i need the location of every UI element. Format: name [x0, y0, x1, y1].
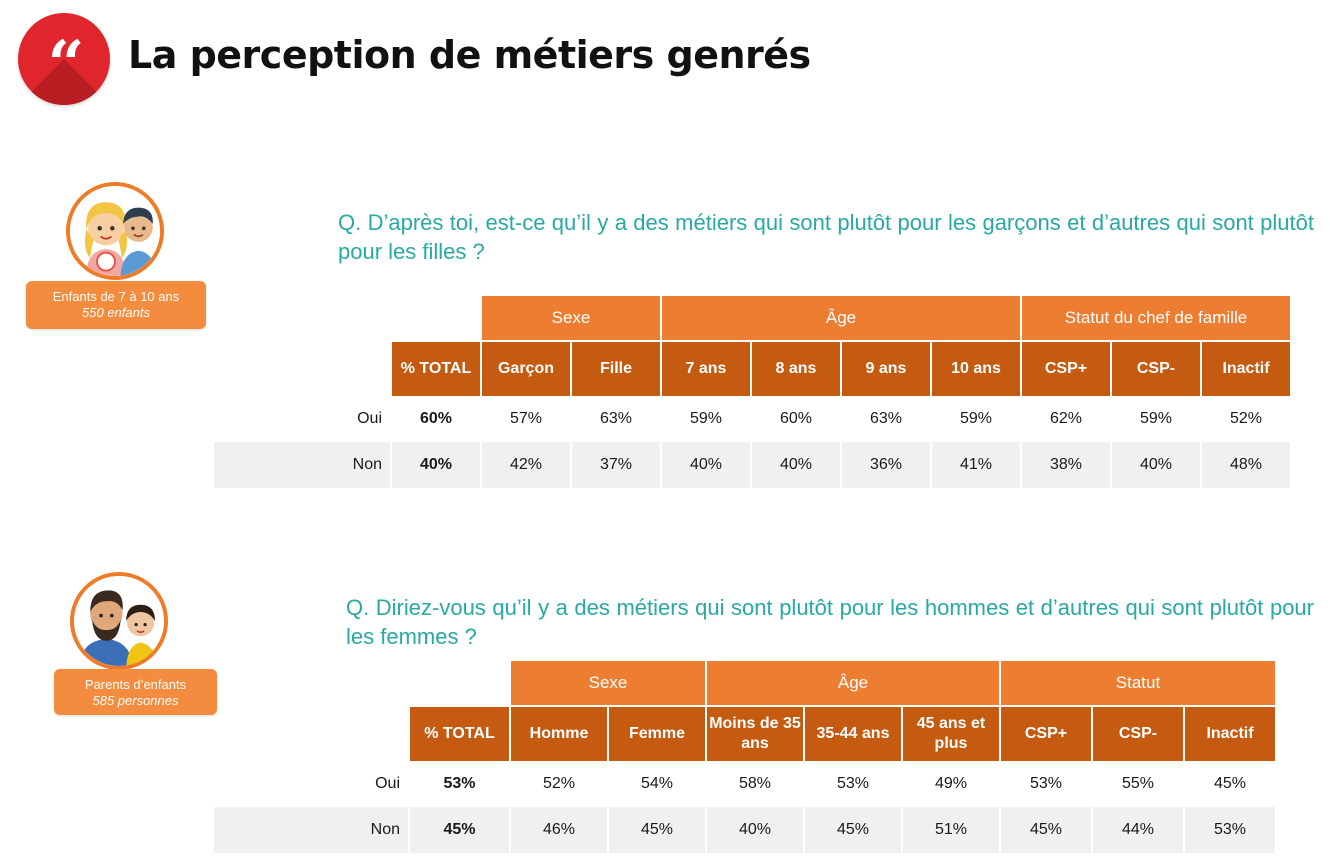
table-cell: 40%: [662, 442, 750, 488]
table-row: Oui 60% 57% 63% 59% 60% 63% 59% 62% 59% …: [214, 396, 1290, 442]
col-header: 45 ans et plus: [903, 707, 999, 761]
parents-sample-badge: Parents d’enfants 585 personnes: [54, 669, 217, 715]
total-header: % TOTAL: [410, 707, 509, 761]
col-header: Moins de 35 ans: [707, 707, 803, 761]
col-header: 7 ans: [662, 342, 750, 396]
table-cell: 40%: [1112, 442, 1200, 488]
total-cell: 60%: [419, 410, 453, 427]
col-header: CSP-: [1112, 342, 1200, 396]
col-header: 8 ans: [752, 342, 840, 396]
table-cell: 53%: [1029, 775, 1063, 792]
total-cell: 40%: [392, 442, 480, 488]
row-label: Oui: [357, 410, 382, 427]
total-cell: 45%: [410, 807, 509, 853]
results-table-parents: Sexe Âge Statut % TOTAL Homme Femme Moin…: [212, 661, 1277, 853]
children-avatar-icon: [66, 182, 164, 280]
table-cell: 46%: [511, 807, 607, 853]
col-header: 10 ans: [932, 342, 1020, 396]
table-cell: 37%: [572, 442, 660, 488]
col-header: Inactif: [1185, 707, 1275, 761]
table-cell: 45%: [1001, 807, 1091, 853]
total-cell: 53%: [443, 775, 476, 792]
table-cell: 45%: [609, 807, 705, 853]
row-label: Non: [214, 807, 408, 853]
badge-sample-size: 585 personnes: [92, 693, 179, 708]
results-table-children: Sexe Âge Statut du chef de famille % TOT…: [212, 296, 1292, 488]
col-header: CSP+: [1022, 342, 1110, 396]
table-cell: 53%: [836, 775, 870, 792]
group-header-age: Âge: [662, 296, 1020, 342]
group-header-statut: Statut: [1001, 661, 1275, 707]
table-cell: 51%: [903, 807, 999, 853]
col-header: 9 ans: [842, 342, 930, 396]
col-header: Inactif: [1202, 342, 1290, 396]
table-cell: 40%: [707, 807, 803, 853]
total-header: % TOTAL: [392, 342, 480, 396]
question-children: Q. D’après toi, est-ce qu’il y a des mét…: [338, 210, 1314, 264]
col-header: 35-44 ans: [805, 707, 901, 761]
children-sample-badge: Enfants de 7 à 10 ans 550 enfants: [26, 281, 206, 329]
table-cell: 63%: [869, 410, 903, 427]
table-cell: 60%: [779, 410, 813, 427]
table-cell: 52%: [542, 775, 576, 792]
table-cell: 59%: [1139, 410, 1173, 427]
group-header-sexe: Sexe: [482, 296, 660, 342]
col-header: Femme: [609, 707, 705, 761]
table-cell: 40%: [752, 442, 840, 488]
quote-icon: “: [47, 27, 85, 102]
table-cell: 41%: [932, 442, 1020, 488]
table-cell: 57%: [509, 410, 543, 427]
table-cell: 55%: [1121, 775, 1155, 792]
row-label: Oui: [375, 775, 400, 792]
table-cell: 44%: [1093, 807, 1183, 853]
col-header: Fille: [572, 342, 660, 396]
badge-population: Enfants de 7 à 10 ans: [52, 289, 180, 304]
quote-logo: “: [18, 13, 110, 105]
parents-avatar-icon: [70, 572, 168, 670]
table-cell: 59%: [689, 410, 723, 427]
badge-population: Parents d’enfants: [84, 677, 187, 692]
question-parents: Q. Diriez-vous qu’il y a des métiers qui…: [346, 595, 1314, 649]
table-row: Non 40% 42% 37% 40% 40% 36% 41% 38% 40% …: [214, 442, 1290, 488]
badge-sample-size: 550 enfants: [82, 305, 150, 320]
table-cell: 48%: [1202, 442, 1290, 488]
page-title: La perception de métiers genrés: [128, 33, 811, 77]
row-label: Non: [214, 442, 390, 488]
col-header: Garçon: [482, 342, 570, 396]
table-cell: 58%: [738, 775, 772, 792]
table-row: Oui 53% 52% 54% 58% 53% 49% 53% 55% 45%: [214, 761, 1275, 807]
group-header-sexe: Sexe: [511, 661, 705, 707]
table-cell: 45%: [805, 807, 901, 853]
table-cell: 38%: [1022, 442, 1110, 488]
table-cell: 54%: [640, 775, 674, 792]
table-cell: 62%: [1049, 410, 1083, 427]
table-cell: 53%: [1185, 807, 1275, 853]
table-cell: 49%: [934, 775, 968, 792]
group-header-age: Âge: [707, 661, 999, 707]
table-cell: 45%: [1213, 775, 1247, 792]
table-cell: 63%: [599, 410, 633, 427]
col-header: Homme: [511, 707, 607, 761]
group-header-statut: Statut du chef de famille: [1022, 296, 1290, 342]
col-header: CSP+: [1001, 707, 1091, 761]
table-row: Non 45% 46% 45% 40% 45% 51% 45% 44% 53%: [214, 807, 1275, 853]
table-cell: 36%: [842, 442, 930, 488]
table-cell: 42%: [482, 442, 570, 488]
table-cell: 59%: [959, 410, 993, 427]
col-header: CSP-: [1093, 707, 1183, 761]
table-cell: 52%: [1229, 410, 1263, 427]
